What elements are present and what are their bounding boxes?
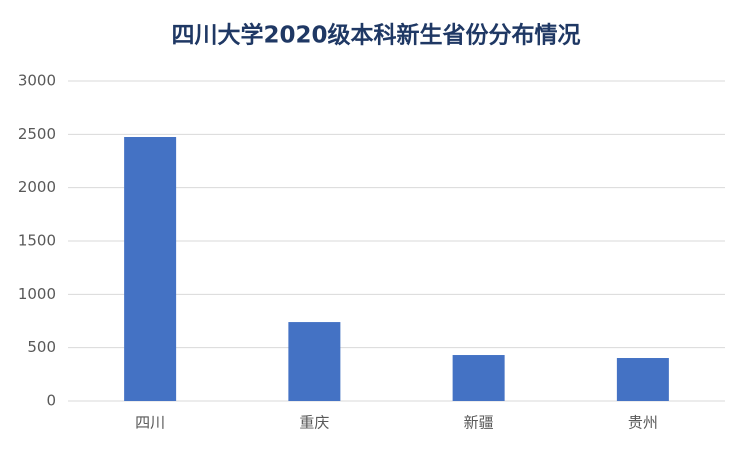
chart-title: 四川大学2020级本科新生省份分布情况 (171, 22, 580, 49)
y-tick-label: 0 (46, 392, 56, 410)
y-tick-label: 2500 (18, 125, 56, 143)
bar (616, 358, 669, 401)
x-tick-label: 重庆 (299, 414, 329, 432)
y-tick-label: 3000 (18, 72, 56, 90)
x-tick-label: 四川 (135, 414, 165, 432)
y-tick-label: 1000 (18, 285, 56, 303)
bar (124, 137, 177, 401)
y-tick-label: 1500 (18, 232, 56, 250)
bar (452, 355, 505, 401)
x-tick-label: 贵州 (628, 414, 658, 432)
y-tick-label: 500 (27, 338, 56, 356)
x-tick-label: 新疆 (464, 414, 494, 432)
y-tick-label: 2000 (18, 178, 56, 196)
bar (288, 322, 341, 401)
